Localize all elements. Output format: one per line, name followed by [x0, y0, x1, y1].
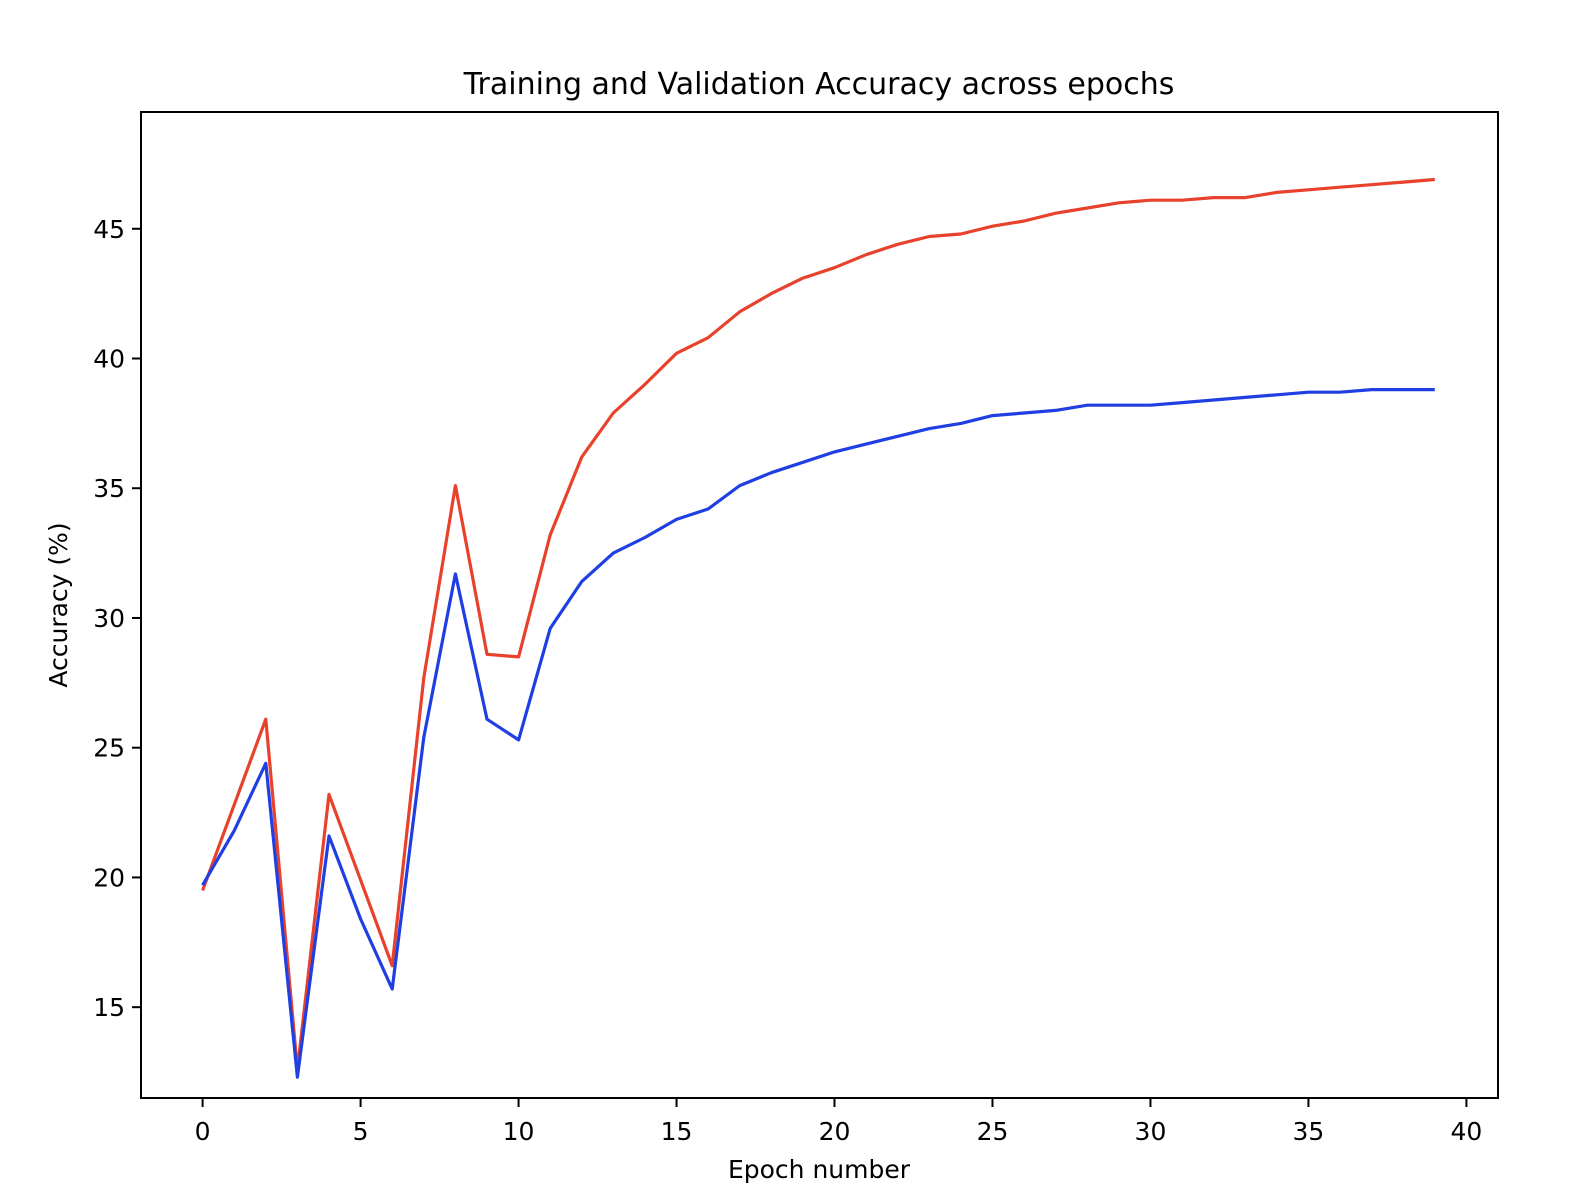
y-tick-label: 45 [93, 215, 125, 244]
y-tick-label: 20 [93, 863, 125, 892]
x-tick-label: 30 [1135, 1117, 1167, 1146]
x-axis-ticks: 0 5 10 15 20 25 30 35 40 [195, 1098, 1482, 1146]
y-axis-label: Accuracy (%) [44, 522, 73, 687]
x-tick-label: 25 [977, 1117, 1009, 1146]
x-axis-label: Epoch number [728, 1155, 911, 1184]
x-tick-label: 20 [819, 1117, 851, 1146]
plot-frame [140, 111, 1499, 1099]
series-line-2 [201, 388, 1435, 1079]
x-tick-label: 40 [1450, 1117, 1482, 1146]
y-axis-ticks: 15 20 25 30 35 40 45 [93, 215, 141, 1022]
x-tick-label: 0 [195, 1117, 211, 1146]
x-tick-label: 15 [661, 1117, 693, 1146]
x-tick-label: 35 [1293, 1117, 1325, 1146]
y-tick-label: 40 [93, 345, 125, 374]
x-tick-label: 5 [353, 1117, 369, 1146]
y-tick-label: 15 [93, 993, 125, 1022]
y-tick-label: 30 [93, 604, 125, 633]
series-layer [201, 177, 1435, 1079]
y-tick-label: 35 [93, 474, 125, 503]
chart-title: Training and Validation Accuracy across … [463, 67, 1175, 102]
y-tick-label: 25 [93, 734, 125, 763]
x-tick-label: 10 [503, 1117, 535, 1146]
series-line-1 [201, 177, 1435, 1072]
